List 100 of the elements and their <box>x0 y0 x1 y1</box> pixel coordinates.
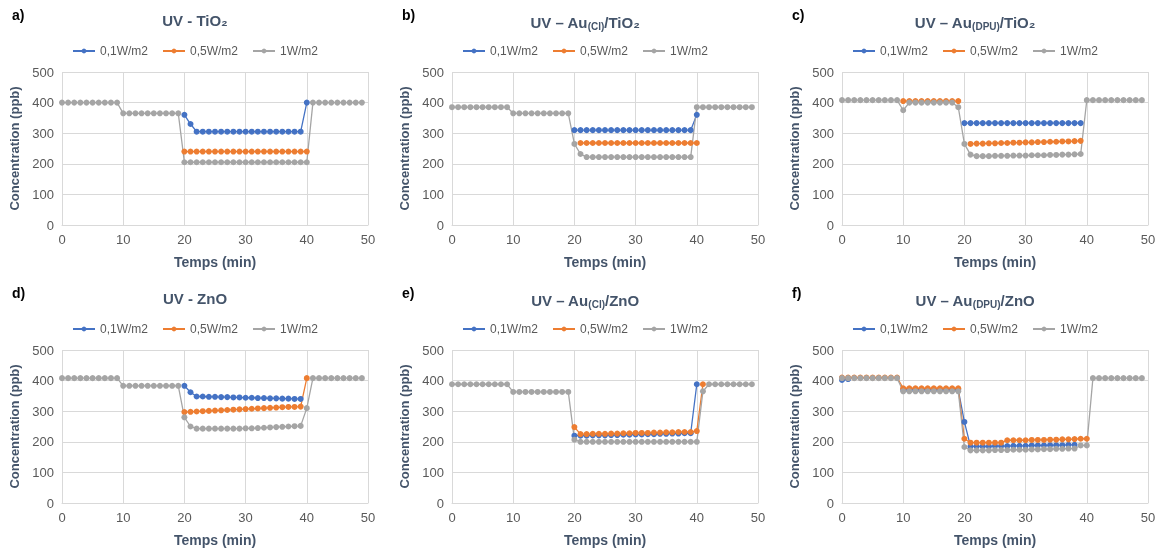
text: e) <box>402 285 415 301</box>
y-tick-label: 300 <box>812 125 834 141</box>
x-tick-label: 0 <box>58 510 66 525</box>
x-tick-label: 50 <box>360 510 376 525</box>
y-tick-label: 200 <box>812 434 834 450</box>
x-tick-label: 10 <box>895 510 911 525</box>
chart-title: UV - TiO₂ <box>162 12 228 29</box>
x-tick-label: 30 <box>238 232 253 247</box>
y-tick-label: 500 <box>812 342 834 358</box>
x-tick-label: 40 <box>689 232 705 247</box>
y-tick-label: 100 <box>422 186 444 202</box>
x-tick-label: 20 <box>957 232 972 247</box>
y-tick-label: 0 <box>826 217 834 233</box>
y-axis-title: Concentration (ppb) <box>7 364 23 489</box>
y-tick-label: 400 <box>422 95 444 111</box>
x-tick-label: 40 <box>299 232 315 247</box>
text: a) <box>12 7 25 23</box>
x-axis-title: Temps (min) <box>953 254 1037 270</box>
y-tick-label: 400 <box>422 373 444 389</box>
y-tick-label: 0 <box>46 495 54 511</box>
y-tick-label: 200 <box>422 156 444 172</box>
x-tick-label: 10 <box>895 232 911 247</box>
y-tick-label: 400 <box>812 95 834 111</box>
x-tick-label: 30 <box>628 232 643 247</box>
y-axis-title: Concentration (ppb) <box>7 86 23 211</box>
x-axis-title: Temps (min) <box>563 254 647 270</box>
legend-label: 1W/m2 <box>670 322 709 336</box>
x-axis-title: Temps (min) <box>173 532 257 548</box>
x-tick-label: 30 <box>238 510 253 525</box>
y-axis-title: Concentration (ppb) <box>787 86 803 211</box>
legend-label: 0,5W/m2 <box>580 322 629 336</box>
y-tick-label: 100 <box>812 464 834 480</box>
text: b) <box>402 7 416 23</box>
x-tick-label: 50 <box>1140 510 1156 525</box>
x-tick-label: 40 <box>689 510 705 525</box>
text: f) <box>792 285 802 301</box>
y-tick-label: 0 <box>436 495 444 511</box>
x-tick-label: 20 <box>957 510 972 525</box>
y-tick-label: 300 <box>32 125 54 141</box>
legend-label: 1W/m2 <box>280 322 319 336</box>
x-tick-label: 0 <box>448 232 456 247</box>
legend-label: 0,5W/m2 <box>970 322 1019 336</box>
legend-label: 1W/m2 <box>280 44 319 58</box>
legend-label: 0,1W/m2 <box>879 44 929 58</box>
legend-label: 0,1W/m2 <box>99 322 149 336</box>
y-tick-label: 300 <box>422 125 444 141</box>
y-tick-label: 300 <box>422 403 444 419</box>
x-tick-label: 10 <box>505 510 521 525</box>
y-tick-label: 100 <box>812 186 834 202</box>
x-tick-label: 10 <box>115 232 131 247</box>
legend-label: 0,1W/m2 <box>879 322 929 336</box>
chart-title: UV - ZnO <box>162 290 228 307</box>
y-tick-label: 100 <box>422 464 444 480</box>
legend-label: 0,1W/m2 <box>99 44 149 58</box>
x-tick-label: 0 <box>838 510 846 525</box>
x-tick-label: 50 <box>750 510 766 525</box>
x-tick-label: 30 <box>628 510 643 525</box>
y-axis-title: Concentration (ppb) <box>397 364 413 489</box>
legend-label: 0,5W/m2 <box>190 44 239 58</box>
y-tick-label: 500 <box>812 64 834 80</box>
x-tick-label: 10 <box>505 232 521 247</box>
x-tick-label: 10 <box>115 510 131 525</box>
x-tick-label: 20 <box>567 232 582 247</box>
y-tick-label: 200 <box>812 156 834 172</box>
y-tick-label: 400 <box>32 95 54 111</box>
x-axis-title: Temps (min) <box>173 254 257 270</box>
y-tick-label: 200 <box>32 156 54 172</box>
x-tick-label: 20 <box>177 232 192 247</box>
y-tick-label: 200 <box>422 434 444 450</box>
y-tick-label: 500 <box>422 64 444 80</box>
x-tick-label: 0 <box>58 232 66 247</box>
x-tick-label: 40 <box>299 510 315 525</box>
legend-label: 0,5W/m2 <box>190 322 239 336</box>
x-tick-label: 50 <box>1140 232 1156 247</box>
x-tick-label: 50 <box>360 232 376 247</box>
x-tick-label: 20 <box>567 510 582 525</box>
x-axis-title: Temps (min) <box>953 532 1037 548</box>
x-tick-label: 40 <box>1079 232 1095 247</box>
y-tick-label: 400 <box>32 373 54 389</box>
x-tick-label: 20 <box>177 510 192 525</box>
legend-label: 0,1W/m2 <box>489 44 539 58</box>
y-tick-label: 300 <box>32 403 54 419</box>
x-axis-title: Temps (min) <box>563 532 647 548</box>
text: c) <box>792 7 805 23</box>
legend-label: 1W/m2 <box>670 44 709 58</box>
x-tick-label: 50 <box>750 232 766 247</box>
y-tick-label: 100 <box>32 464 54 480</box>
text: d) <box>12 285 26 301</box>
legend-label: 0,5W/m2 <box>580 44 629 58</box>
legend-label: 1W/m2 <box>1060 44 1099 58</box>
legend-label: 1W/m2 <box>1060 322 1099 336</box>
y-tick-label: 100 <box>32 186 54 202</box>
y-tick-label: 0 <box>826 495 834 511</box>
y-tick-label: 500 <box>32 64 54 80</box>
y-tick-label: 500 <box>32 342 54 358</box>
x-tick-label: 30 <box>1018 232 1033 247</box>
y-tick-label: 200 <box>32 434 54 450</box>
legend-label: 0,5W/m2 <box>970 44 1019 58</box>
y-tick-label: 0 <box>46 217 54 233</box>
y-axis-title: Concentration (ppb) <box>787 364 803 489</box>
